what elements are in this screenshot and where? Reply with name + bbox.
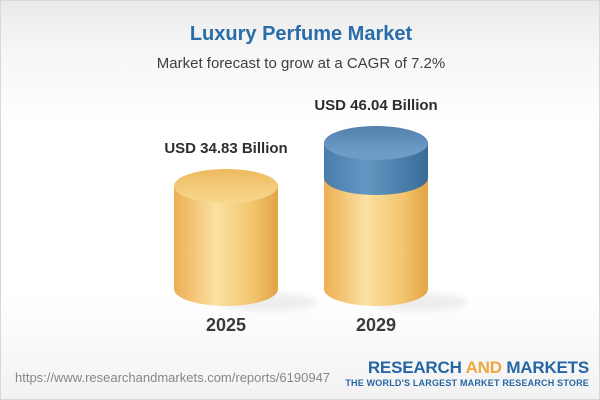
bar-2025-value-label: USD 34.83 Billion [164,140,288,157]
logo-word-research: RESEARCH [367,358,462,377]
bar-2029-category-label: 2029 [355,315,397,335]
report-url: https://www.researchandmarkets.com/repor… [15,370,331,385]
bar-2025-cylinder [174,169,278,306]
bar-2029-value-label: USD 46.04 Billion [314,97,438,114]
logo-word-markets: MARKETS [506,358,589,377]
logo-word-and: AND [465,358,502,377]
logo-tagline: THE WORLD'S LARGEST MARKET RESEARCH STOR… [345,378,589,388]
researchandmarkets-logo: RESEARCH AND MARKETS THE WORLD'S LARGEST… [345,359,589,388]
logo-wordmark: RESEARCH AND MARKETS [345,359,589,376]
bar-2025-category-label: 2025 [205,315,247,335]
page-title: Luxury Perfume Market [189,23,413,45]
page-subtitle: Market forecast to grow at a CAGR of 7.2… [156,55,446,72]
bar-2029-cylinder [324,126,428,306]
